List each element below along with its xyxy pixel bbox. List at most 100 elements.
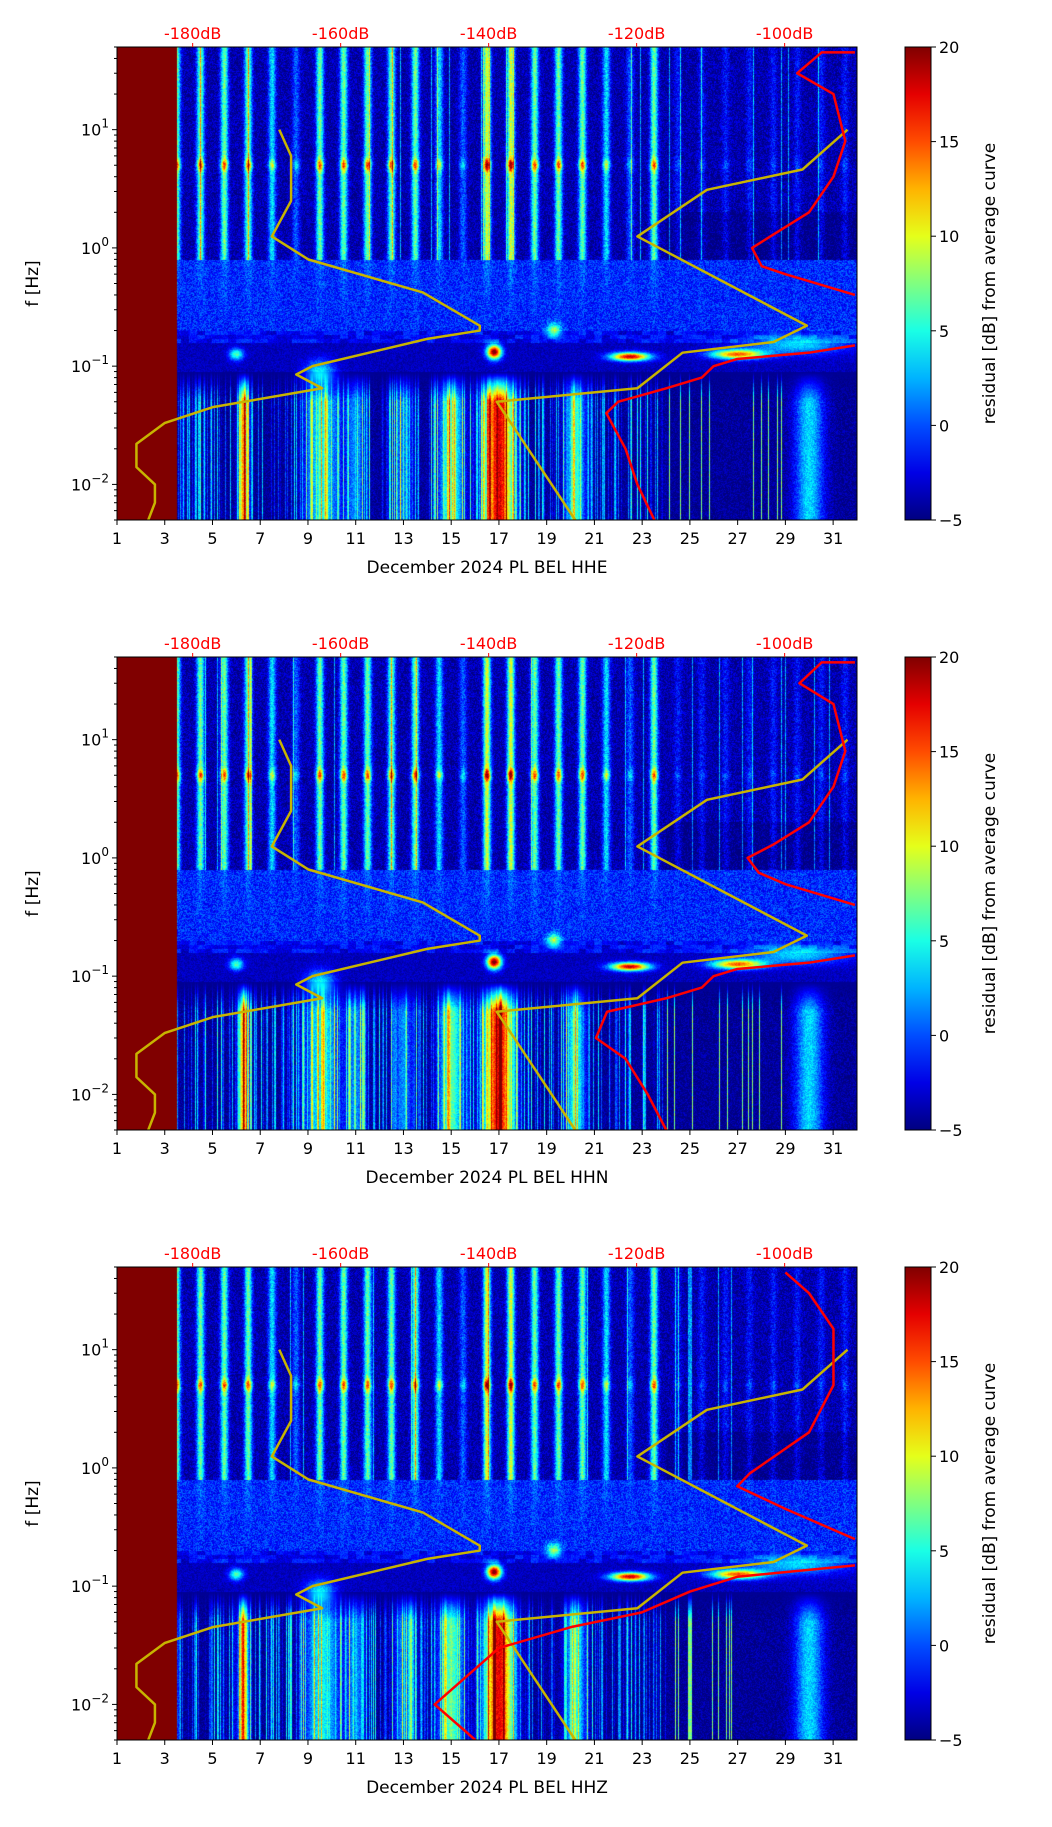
x-tick-label: 13	[393, 529, 413, 548]
colorbar-tick-label: 10	[939, 837, 959, 856]
x-tick-label: 29	[775, 1749, 795, 1768]
x-tick-label: 1	[112, 1749, 122, 1768]
x-tick-label: 27	[727, 1749, 747, 1768]
y-tick-label: 101	[81, 1337, 109, 1360]
plot-frame	[116, 46, 858, 521]
colorbar-tick-label: −5	[939, 511, 963, 530]
x-axis-label: December 2024 PL BEL HHN	[366, 1168, 609, 1188]
colorbar-tick-label: 0	[939, 416, 949, 435]
colorbar-tick-label: 5	[939, 322, 949, 341]
plot-frame	[116, 1266, 858, 1741]
top-db-tick-label: -100dB	[756, 24, 813, 43]
y-tick-label: 100	[81, 235, 109, 258]
x-tick-label: 15	[441, 1139, 461, 1158]
x-tick-label: 21	[584, 1749, 604, 1768]
x-tick-label: 9	[303, 1139, 313, 1158]
y-tick-label: 101	[81, 117, 109, 140]
x-tick-label: 19	[536, 1139, 556, 1158]
x-tick-label: 11	[346, 1749, 366, 1768]
x-tick-label: 23	[632, 529, 652, 548]
top-db-tick-label: -120dB	[608, 24, 665, 43]
x-tick-label: 19	[536, 1749, 556, 1768]
colorbar-tick-label: 10	[939, 227, 959, 246]
spectrogram-image	[117, 657, 857, 1130]
top-db-tick-label: -120dB	[608, 634, 665, 653]
x-tick-label: 5	[207, 1749, 217, 1768]
x-tick-label: 23	[632, 1139, 652, 1158]
top-db-tick-label: -160dB	[312, 24, 369, 43]
x-tick-label: 7	[255, 1749, 265, 1768]
top-db-tick-label: -160dB	[312, 1244, 369, 1263]
x-tick-label: 9	[303, 529, 313, 548]
colorbar	[904, 1266, 932, 1741]
y-axis-label: f [Hz]	[23, 1480, 43, 1526]
y-tick-label: 100	[81, 1455, 109, 1478]
top-db-tick-label: -180dB	[164, 24, 221, 43]
x-tick-label: 21	[584, 529, 604, 548]
colorbar-label: residual [dB] from average curve	[980, 753, 1000, 1034]
colorbar-tick-label: 20	[939, 648, 959, 667]
spectrogram-image	[117, 1267, 857, 1740]
spectrogram-panel-hhn: 1 3 5 7 9 11 13 15 17 19 21 23 25 27 29 31 -180dB -160dB -…	[0, 634, 1052, 1217]
low-noise-model-curve	[135, 129, 482, 520]
spectrogram-panel-hhz: 1 3 5 7 9 11 13 15 17 19 21 23 25 27 29 31 -180dB -160dB -…	[0, 1244, 1052, 1827]
y-tick-label: 10−1	[71, 963, 109, 986]
x-tick-label: 3	[160, 1139, 170, 1158]
top-db-tick-label: -100dB	[756, 634, 813, 653]
x-tick-label: 29	[775, 1139, 795, 1158]
x-tick-label: 27	[727, 1139, 747, 1158]
colorbar-label: residual [dB] from average curve	[980, 1363, 1000, 1644]
x-tick-label: 31	[823, 529, 843, 548]
high-noise-model-curve	[495, 1348, 849, 1740]
top-db-tick-label: -140dB	[460, 24, 517, 43]
chart-axes: 1 3 5 7 9 11 13 15 17 19 21 23 25 27 29 31-180dB -160dB -…	[23, 24, 1000, 578]
top-db-tick-label: -140dB	[460, 1244, 517, 1263]
colorbar-tick-label: −5	[939, 1121, 963, 1140]
x-tick-label: 1	[112, 1139, 122, 1158]
average-psd-curve	[736, 1271, 856, 1541]
x-tick-label: 27	[727, 529, 747, 548]
curves	[135, 1271, 856, 1740]
average-psd-curve	[594, 954, 856, 1130]
colorbar-tick-label: 5	[939, 1542, 949, 1561]
x-axis-label: December 2024 PL BEL HHZ	[366, 1778, 608, 1798]
colorbar-tick-label: 10	[939, 1447, 959, 1466]
high-noise-model-curve	[495, 738, 849, 1130]
x-tick-label: 11	[346, 1139, 366, 1158]
plot-frame	[116, 656, 858, 1131]
chart-axes: 1 3 5 7 9 11 13 15 17 19 21 23 25 27 29 31-180dB -160dB -…	[23, 1244, 1000, 1798]
y-axis-label: f [Hz]	[23, 260, 43, 306]
chart-axes: 1 3 5 7 9 11 13 15 17 19 21 23 25 27 29 31-180dB -160dB -…	[23, 634, 1000, 1188]
colorbar-tick-label: −5	[939, 1731, 963, 1750]
x-tick-label: 9	[303, 1749, 313, 1768]
top-db-tick-label: -160dB	[312, 634, 369, 653]
y-tick-label: 100	[81, 845, 109, 868]
x-tick-label: 31	[823, 1139, 843, 1158]
y-tick-label: 10−1	[71, 1573, 109, 1596]
y-tick-label: 10−2	[71, 1081, 109, 1104]
x-tick-label: 1	[112, 529, 122, 548]
average-psd-curve	[746, 661, 856, 907]
x-tick-label: 25	[680, 1749, 700, 1768]
low-noise-model-curve	[135, 739, 482, 1130]
colorbar-label: residual [dB] from average curve	[980, 143, 1000, 424]
x-tick-label: 31	[823, 1749, 843, 1768]
y-tick-label: 101	[81, 727, 109, 750]
x-tick-label: 15	[441, 1749, 461, 1768]
x-axis-label: December 2024 PL BEL HHE	[367, 558, 608, 578]
top-db-tick-label: -180dB	[164, 634, 221, 653]
x-tick-label: 25	[680, 1139, 700, 1158]
colorbar-tick-label: 15	[939, 133, 959, 152]
average-psd-curve	[605, 344, 856, 520]
top-db-tick-label: -180dB	[164, 1244, 221, 1263]
top-db-tick-label: -140dB	[460, 634, 517, 653]
colorbar	[904, 656, 932, 1131]
average-psd-curve	[750, 51, 856, 297]
x-tick-label: 17	[489, 1139, 509, 1158]
x-tick-label: 17	[489, 529, 509, 548]
colorbar	[904, 46, 932, 521]
x-tick-label: 11	[346, 529, 366, 548]
top-db-tick-label: -100dB	[756, 1244, 813, 1263]
x-tick-label: 23	[632, 1749, 652, 1768]
y-tick-label: 10−2	[71, 471, 109, 494]
